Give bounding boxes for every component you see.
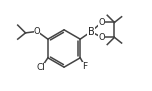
Text: B: B — [88, 27, 94, 37]
Text: O: O — [34, 27, 40, 36]
Text: F: F — [82, 62, 88, 71]
Text: Cl: Cl — [36, 63, 45, 72]
Text: O: O — [98, 18, 105, 27]
Text: O: O — [98, 33, 105, 42]
